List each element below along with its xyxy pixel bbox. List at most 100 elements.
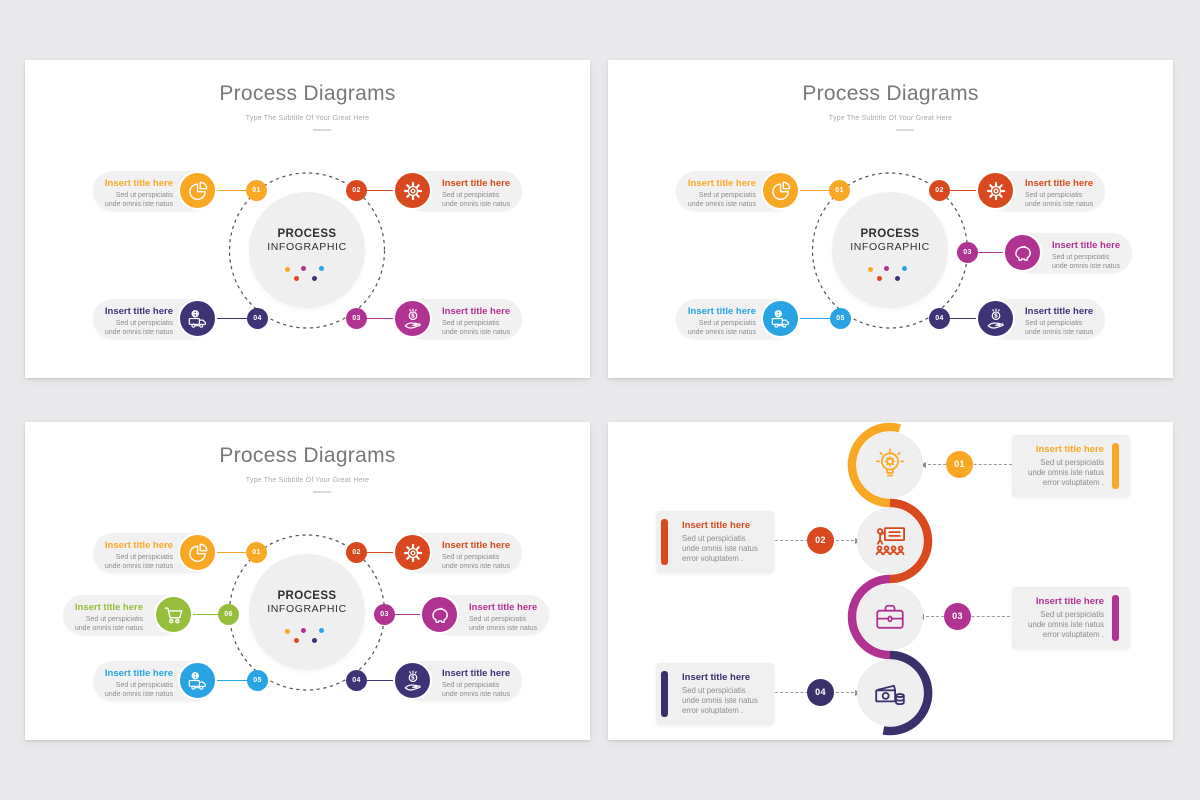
item-title: Insert title here bbox=[1052, 240, 1121, 251]
slide-process-hub-5-steps[interactable]: Process Diagrams Type The Subtitle Of Yo… bbox=[608, 60, 1173, 378]
hub-title: PROCESS bbox=[277, 590, 337, 602]
hub-circle: PROCESS INFOGRAPHIC bbox=[832, 192, 948, 308]
subtitle-underline bbox=[896, 129, 914, 131]
hub-dot bbox=[319, 628, 324, 633]
arrow-left-icon bbox=[920, 461, 926, 468]
item-title: Insert title here bbox=[682, 672, 751, 683]
shopping-cart-icon bbox=[154, 595, 193, 634]
item-body: Sed ut perspiciatis unde omnis iste natu… bbox=[1028, 458, 1104, 488]
connector-line bbox=[215, 679, 248, 682]
step-number-badge: 04 bbox=[247, 308, 268, 329]
gear-icon bbox=[976, 171, 1015, 210]
step-number-badge: 03 bbox=[346, 308, 367, 329]
accent-bar bbox=[1112, 443, 1119, 489]
pie-chart-icon bbox=[178, 533, 217, 572]
process-step-item: Insert title here Sed ut perspiciatis un… bbox=[25, 422, 590, 740]
item-body: Sed ut perspiciatis unde omnis iste natu… bbox=[442, 682, 511, 699]
hub-dot bbox=[301, 628, 306, 633]
process-step-item: Insert title here Sed ut perspiciatis un… bbox=[25, 60, 590, 378]
item-body: Sed ut perspiciatis unde omnis iste natu… bbox=[104, 192, 173, 209]
step-number-badge: 01 bbox=[246, 542, 267, 563]
hub-circle: PROCESS INFOGRAPHIC bbox=[249, 554, 365, 670]
item-text-card: Insert title here Sed ut perspiciatis un… bbox=[656, 663, 774, 725]
hub-dot bbox=[312, 638, 317, 643]
step-number-badge: 03 bbox=[957, 242, 978, 263]
item-title: Insert title here bbox=[687, 306, 756, 317]
hub-dot bbox=[319, 266, 324, 271]
slide-subtitle: Type The Subtitle Of Your Great Here bbox=[245, 477, 370, 484]
step-number-badge: 01 bbox=[946, 451, 973, 478]
process-step-item: Insert title here Sed ut perspiciatis un… bbox=[608, 60, 1173, 378]
item-body: Sed ut perspiciatis unde omnis iste natu… bbox=[469, 616, 538, 633]
item-title: Insert title here bbox=[687, 178, 756, 189]
item-body: Sed ut perspiciatis unde omnis iste natu… bbox=[74, 616, 143, 633]
hub-dot bbox=[312, 276, 317, 281]
slide-title: Process Diagrams bbox=[219, 444, 396, 467]
item-body: Sed ut perspiciatis unde omnis iste natu… bbox=[104, 320, 173, 337]
money-icon bbox=[857, 660, 923, 726]
step-number-badge: 01 bbox=[246, 180, 267, 201]
step-number-badge: 05 bbox=[830, 308, 851, 329]
item-body: Sed ut perspiciatis unde omnis iste natu… bbox=[682, 534, 758, 564]
subtitle-underline bbox=[313, 491, 331, 493]
item-title: Insert title here bbox=[104, 178, 173, 189]
item-body: Sed ut perspiciatis unde omnis iste natu… bbox=[682, 686, 758, 716]
item-text-card: Insert title here Sed ut perspiciatis un… bbox=[1012, 435, 1130, 497]
delivery-truck-icon bbox=[178, 299, 217, 338]
hand-dollar-icon bbox=[393, 661, 432, 700]
item-body: Sed ut perspiciatis unde omnis iste natu… bbox=[687, 320, 756, 337]
step-number-badge: 06 bbox=[218, 604, 239, 625]
gear-icon bbox=[393, 533, 432, 572]
item-title: Insert title here bbox=[104, 306, 173, 317]
item-title: Insert title here bbox=[1035, 596, 1104, 607]
hub-title: PROCESS bbox=[277, 228, 337, 240]
delivery-truck-icon bbox=[761, 299, 800, 338]
item-title: Insert title here bbox=[1025, 178, 1094, 189]
step-number-badge: 03 bbox=[374, 604, 395, 625]
connector-line bbox=[215, 317, 248, 320]
snake-path bbox=[847, 422, 933, 736]
hub-dot bbox=[301, 266, 306, 271]
item-title: Insert title here bbox=[442, 306, 511, 317]
pie-chart-icon bbox=[761, 171, 800, 210]
process-step-item: Insert title here Sed ut perspiciatis un… bbox=[608, 60, 1173, 378]
step-number-badge: 02 bbox=[346, 180, 367, 201]
item-body: Sed ut perspiciatis unde omnis iste natu… bbox=[442, 554, 511, 571]
connector-line bbox=[798, 317, 831, 320]
hub-dot bbox=[902, 266, 907, 271]
slide-process-hub-6-steps[interactable]: Process Diagrams Type The Subtitle Of Yo… bbox=[25, 422, 590, 740]
connector-line bbox=[394, 613, 421, 616]
step-number-badge: 05 bbox=[247, 670, 268, 691]
hand-dollar-icon bbox=[393, 299, 432, 338]
connector-line bbox=[977, 251, 1004, 254]
slide-snake-timeline-4-steps[interactable]: 01 Insert title here Sed ut perspiciatis… bbox=[608, 422, 1173, 740]
subtitle-underline bbox=[313, 129, 331, 131]
hub-dot bbox=[285, 629, 290, 634]
hub-dot bbox=[294, 638, 299, 643]
process-step-item: Insert title here Sed ut perspiciatis un… bbox=[25, 422, 590, 740]
item-title: Insert title here bbox=[682, 520, 751, 531]
slide-process-hub-4-steps[interactable]: Process Diagrams Type The Subtitle Of Yo… bbox=[25, 60, 590, 378]
step-number-badge: 04 bbox=[807, 679, 834, 706]
item-title: Insert title here bbox=[442, 540, 511, 551]
accent-bar bbox=[661, 671, 668, 717]
process-step-item: Insert title here Sed ut perspiciatis un… bbox=[25, 60, 590, 378]
process-step-item: Insert title here Sed ut perspiciatis un… bbox=[608, 60, 1173, 378]
hub-dot bbox=[294, 276, 299, 281]
pie-chart-icon bbox=[178, 171, 217, 210]
item-body: Sed ut perspiciatis unde omnis iste natu… bbox=[687, 192, 756, 209]
item-title: Insert title here bbox=[1025, 306, 1094, 317]
idea-bulb-icon bbox=[857, 432, 923, 498]
slide-title: Process Diagrams bbox=[219, 82, 396, 105]
connector-line bbox=[215, 189, 248, 192]
slide-subtitle: Type The Subtitle Of Your Great Here bbox=[828, 115, 953, 122]
item-title: Insert title here bbox=[442, 668, 511, 679]
connector-line bbox=[367, 551, 395, 554]
connector-line bbox=[950, 189, 978, 192]
item-title: Insert title here bbox=[104, 540, 173, 551]
process-step-item: Insert title here Sed ut perspiciatis un… bbox=[25, 60, 590, 378]
slide-subtitle: Type The Subtitle Of Your Great Here bbox=[245, 115, 370, 122]
item-body: Sed ut perspiciatis unde omnis iste natu… bbox=[442, 320, 511, 337]
accent-bar bbox=[661, 519, 668, 565]
hub-dot bbox=[285, 267, 290, 272]
